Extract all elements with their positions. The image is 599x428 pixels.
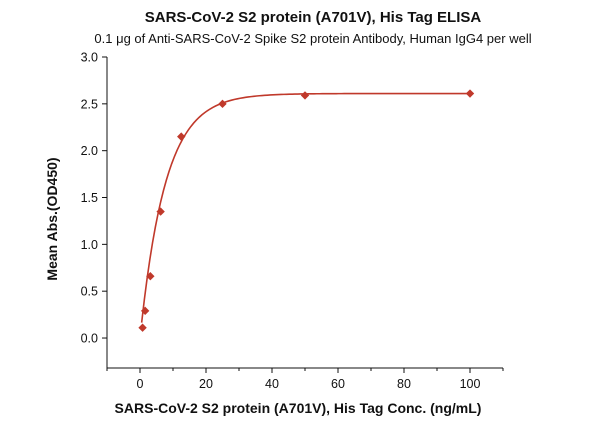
y-tick-label: 2.5 (81, 97, 98, 111)
data-point (177, 132, 186, 141)
y-tick-label: 0.0 (81, 332, 98, 346)
chart-subtitle: 0.1 μg of Anti-SARS-CoV-2 Spike S2 prote… (94, 31, 531, 46)
data-point (146, 271, 155, 281)
fitted-curve (140, 92, 470, 323)
x-tick-label: 0 (137, 377, 144, 391)
y-tick-label: 2.0 (81, 144, 98, 158)
data-point (465, 89, 475, 98)
data-point (218, 99, 227, 109)
data-point (300, 91, 310, 100)
chart-title: SARS-CoV-2 S2 protein (A701V), His Tag E… (145, 9, 482, 26)
x-tick-label: 20 (199, 377, 213, 391)
data-point (138, 323, 147, 332)
x-tick-label: 80 (397, 377, 411, 391)
data-point (156, 207, 165, 216)
x-tick-label: 60 (331, 377, 345, 391)
data-point (140, 306, 150, 316)
y-axis-label: Mean Abs.(OD450) (44, 157, 60, 280)
x-axis-ticks: 0 20 40 60 80 100 (106, 368, 504, 391)
x-tick-label: 40 (265, 377, 279, 391)
x-axis-label: SARS-CoV-2 S2 protein (A701V), His Tag C… (115, 400, 482, 416)
plot-area: 0.0 0.5 1.0 1.5 2.0 2.5 3.0 0 20 40 60 80 100 (81, 51, 504, 391)
x-tick-label: 100 (460, 377, 481, 391)
data-points (138, 89, 475, 332)
y-tick-label: 0.5 (81, 285, 98, 299)
y-tick-label: 3.0 (81, 51, 98, 65)
y-tick-label: 1.0 (81, 238, 98, 252)
y-axis-ticks: 0.0 0.5 1.0 1.5 2.0 2.5 3.0 (81, 51, 107, 346)
y-tick-label: 1.5 (81, 191, 98, 205)
